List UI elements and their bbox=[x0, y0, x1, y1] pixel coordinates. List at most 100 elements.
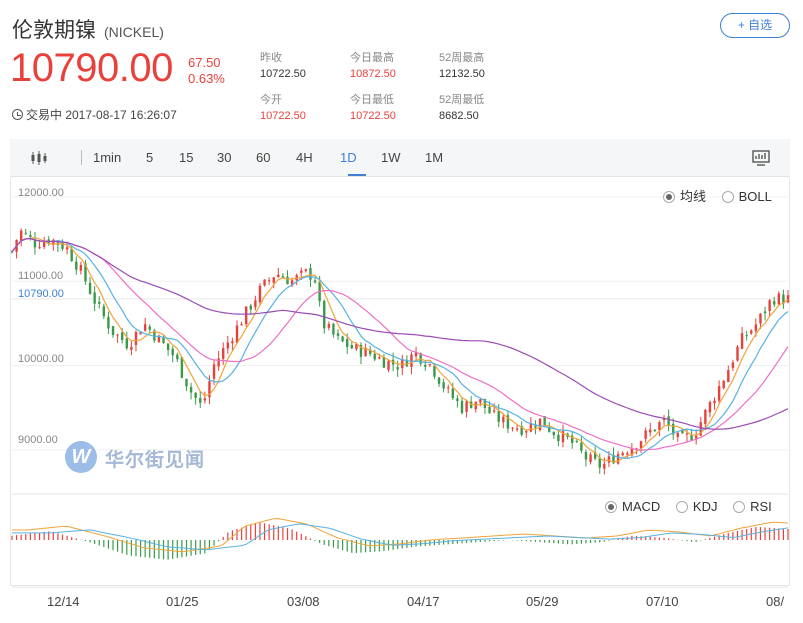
stat-label: 今日最高 bbox=[350, 52, 394, 64]
candle-body bbox=[84, 263, 87, 282]
period-1min[interactable]: 1min bbox=[93, 150, 122, 165]
candle-body bbox=[570, 435, 574, 443]
candle-body bbox=[240, 324, 243, 326]
candle-body bbox=[98, 301, 101, 304]
x-axis-label: 04/17 bbox=[407, 594, 440, 609]
candle-body bbox=[222, 348, 225, 359]
period-1d[interactable]: 1D bbox=[340, 150, 357, 165]
candle-body bbox=[479, 399, 482, 403]
candle-body bbox=[773, 301, 776, 305]
current-price-label: 10790.00 bbox=[18, 288, 64, 300]
candle-body bbox=[364, 347, 367, 357]
candle-body bbox=[166, 343, 170, 350]
candle-body bbox=[277, 274, 280, 278]
candle-body bbox=[763, 311, 767, 314]
chart-area[interactable] bbox=[10, 178, 790, 586]
candle-body bbox=[203, 398, 207, 401]
candlestick-icon[interactable] bbox=[30, 151, 50, 165]
candle-body bbox=[465, 401, 468, 412]
stat-open: 今开 10722.50 bbox=[260, 92, 306, 124]
overlay-option-ma[interactable]: 均线 bbox=[663, 189, 706, 204]
stat-52w-low: 52周最低 8682.50 bbox=[439, 92, 484, 124]
candle-body bbox=[281, 276, 285, 278]
candle-body bbox=[401, 358, 404, 369]
candle-body bbox=[460, 401, 464, 413]
indicator-option-kdj[interactable]: KDJ bbox=[675, 499, 717, 514]
period-15[interactable]: 15 bbox=[179, 150, 194, 165]
candle-body bbox=[171, 348, 174, 356]
candle-body bbox=[593, 452, 597, 459]
candle-body bbox=[488, 406, 491, 414]
candle-body bbox=[93, 292, 96, 304]
candle-body bbox=[543, 416, 546, 428]
period-5[interactable]: 5 bbox=[146, 150, 154, 165]
stat-value: 10722.50 bbox=[350, 110, 396, 122]
y-tick-label: 9000.00 bbox=[18, 434, 58, 446]
period-4h[interactable]: 4H bbox=[296, 150, 313, 165]
stat-label: 52周最低 bbox=[439, 94, 485, 106]
candle-body bbox=[626, 453, 629, 455]
stat-label: 今开 bbox=[260, 94, 282, 106]
candle-body bbox=[502, 416, 505, 423]
active-period-indicator bbox=[348, 174, 366, 176]
indicator-option-rsi[interactable]: RSI bbox=[733, 499, 772, 514]
candle-body bbox=[290, 280, 294, 286]
macd-dif-line bbox=[12, 518, 789, 553]
candle-body bbox=[658, 422, 661, 431]
candle-body bbox=[38, 247, 41, 249]
overlay-option-boll[interactable]: BOLL bbox=[721, 189, 772, 204]
y-tick-label: 12000.00 bbox=[18, 187, 64, 199]
watermark-logo-icon: W bbox=[65, 441, 97, 473]
candle-body bbox=[249, 305, 252, 310]
period-30[interactable]: 30 bbox=[217, 150, 232, 165]
last-price: 10790.00 bbox=[10, 46, 173, 90]
candle-body bbox=[690, 434, 693, 441]
candle-body bbox=[717, 386, 721, 401]
candle-body bbox=[332, 323, 335, 335]
candle-body bbox=[272, 277, 275, 283]
candle-body bbox=[148, 326, 151, 330]
candle-body bbox=[538, 418, 542, 431]
candle-body bbox=[713, 400, 716, 404]
candle-body bbox=[515, 428, 519, 430]
candle-body bbox=[42, 241, 46, 247]
candle-body bbox=[447, 387, 450, 389]
candle-body bbox=[355, 344, 358, 350]
candle-body bbox=[359, 344, 363, 357]
candle-body bbox=[681, 430, 684, 434]
monitor-icon[interactable] bbox=[752, 150, 770, 166]
stat-label: 今日最低 bbox=[350, 94, 394, 106]
candle-body bbox=[699, 422, 702, 436]
candle-body bbox=[639, 441, 643, 449]
status-text: 交易中 2017-08-17 16:26:07 bbox=[26, 108, 177, 122]
period-60[interactable]: 60 bbox=[256, 150, 271, 165]
add-watchlist-button[interactable]: + 自选 bbox=[720, 13, 790, 38]
candle-body bbox=[185, 378, 188, 387]
candle-body bbox=[29, 235, 32, 237]
candle-body bbox=[649, 429, 652, 433]
x-axis-label: 01/25 bbox=[166, 594, 199, 609]
candle-body bbox=[676, 432, 679, 437]
y-tick-label: 10000.00 bbox=[18, 353, 64, 365]
candle-body bbox=[180, 357, 184, 378]
period-1w[interactable]: 1W bbox=[381, 150, 401, 165]
candle-body bbox=[552, 431, 556, 436]
candle-body bbox=[258, 285, 262, 302]
candle-body bbox=[19, 230, 23, 241]
candle-body bbox=[405, 359, 409, 367]
candle-body bbox=[65, 247, 69, 250]
candle-body bbox=[777, 293, 781, 305]
candle-body bbox=[286, 276, 289, 285]
candle-body bbox=[327, 324, 331, 328]
candle-body bbox=[107, 316, 110, 329]
candle-body bbox=[575, 440, 578, 442]
candle-body bbox=[561, 431, 565, 443]
candle-body bbox=[134, 331, 138, 345]
indicator-option-macd[interactable]: MACD bbox=[605, 499, 660, 514]
radio-icon bbox=[605, 501, 617, 513]
candle-body bbox=[61, 242, 64, 249]
candle-body bbox=[194, 392, 197, 398]
period-1m[interactable]: 1M bbox=[425, 150, 444, 165]
x-axis-label: 12/14 bbox=[47, 594, 80, 609]
